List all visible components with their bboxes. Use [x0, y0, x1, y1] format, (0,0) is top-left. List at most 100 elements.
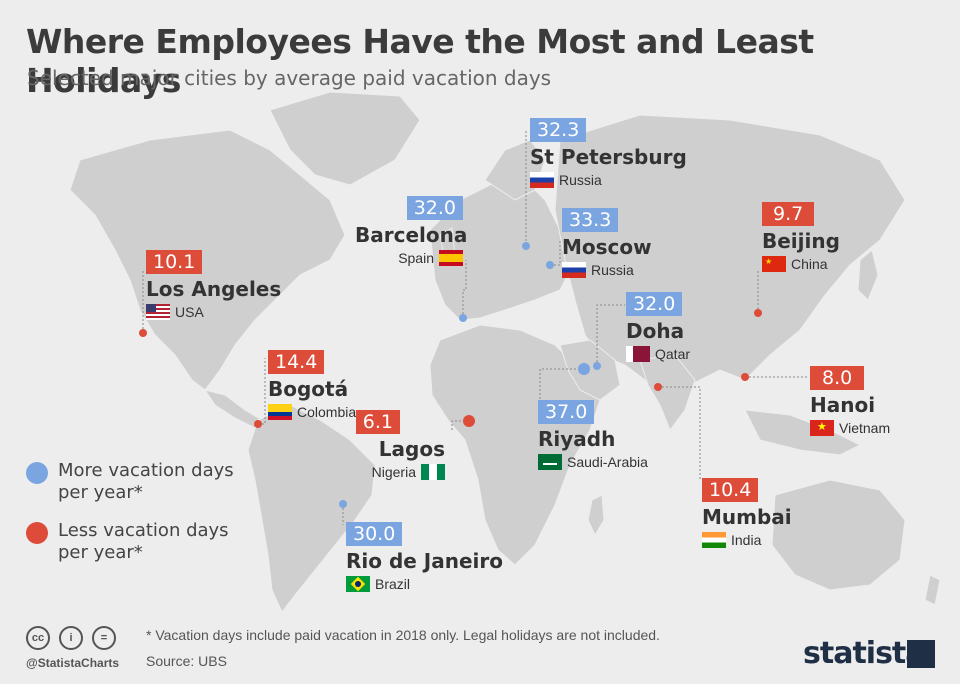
country-label: Colombia	[268, 404, 356, 420]
statista-logo: statista	[803, 636, 926, 671]
city-lagos: 6.1 Lagos Nigeria	[345, 410, 445, 480]
leader-barcelona	[462, 260, 467, 318]
value-badge: 14.4	[268, 350, 325, 374]
city-name: Barcelona	[355, 223, 468, 247]
social-handle: @StatistaCharts	[26, 656, 120, 670]
marker-lagos	[463, 415, 475, 427]
brazil-flag-icon	[346, 576, 370, 592]
value-badge: 32.0	[406, 196, 463, 220]
spain-flag-icon	[439, 250, 463, 266]
marker-st-petersburg	[522, 242, 530, 250]
india	[639, 354, 696, 432]
country-label: India	[702, 532, 792, 548]
new-zealand	[924, 574, 941, 606]
city-name: Hanoi	[810, 393, 876, 417]
country-label: Qatar	[626, 346, 690, 362]
city-los-angeles: 10.1 Los Angeles USA	[146, 250, 281, 320]
russia-flag-icon	[530, 172, 554, 188]
city-rio-de-janeiro: 30.0 Rio de Janeiro Brazil	[346, 522, 503, 592]
marker-beijing	[754, 309, 762, 317]
value-badge: 33.3	[562, 208, 619, 232]
country-label: ★ China	[762, 256, 840, 272]
no-derivatives-icon: =	[92, 626, 116, 650]
leader-moscow	[550, 240, 561, 266]
russia-flag-icon	[562, 262, 586, 278]
city-name: Beijing	[762, 229, 840, 253]
city-bogota: 14.4 Bogotá Colombia	[268, 350, 356, 420]
marker-moscow	[546, 261, 554, 269]
vietnam-flag-icon: ★	[810, 420, 834, 436]
value-badge: 6.1	[355, 410, 400, 434]
city-name: Mumbai	[702, 505, 792, 529]
saudi-flag-icon	[538, 454, 562, 470]
marker-doha	[593, 362, 601, 370]
legend-label: Less vacation days per year*	[58, 520, 229, 563]
country-label: Russia	[562, 262, 652, 278]
source: Source: UBS	[146, 653, 227, 669]
legend-dot-blue	[26, 462, 48, 484]
greenland	[269, 91, 421, 186]
country-label: USA	[146, 304, 281, 320]
leader-bogota	[258, 358, 266, 425]
marker-rio	[339, 500, 347, 508]
page-subtitle: Selected major cities by average paid va…	[27, 66, 552, 90]
country-label: Nigeria	[345, 464, 445, 480]
central-america	[203, 389, 263, 429]
marker-riyadh	[578, 363, 590, 375]
country-label: Russia	[530, 172, 687, 188]
africa	[429, 324, 601, 566]
city-name: Moscow	[562, 235, 652, 259]
value-badge: 10.4	[702, 478, 759, 502]
marker-los-angeles	[139, 329, 147, 337]
marker-bogota	[254, 420, 262, 428]
leader-mumbai	[658, 386, 701, 480]
country-label: Brazil	[346, 576, 503, 592]
country-label: Spain	[355, 250, 463, 266]
colombia-flag-icon	[268, 404, 292, 420]
china-flag-icon: ★	[762, 256, 786, 272]
city-name: Los Angeles	[146, 277, 282, 301]
marker-mumbai	[654, 383, 662, 391]
value-badge: 30.0	[346, 522, 403, 546]
country-label: ★ Vietnam	[810, 420, 890, 436]
value-badge: 8.0	[810, 366, 865, 390]
value-badge: 37.0	[538, 400, 595, 424]
nigeria-flag-icon	[421, 464, 445, 480]
qatar-flag-icon	[626, 346, 650, 362]
cc-license-icon: cc	[26, 626, 50, 650]
leader-riyadh	[539, 368, 584, 410]
madagascar	[587, 494, 605, 537]
city-beijing: 9.7 Beijing ★ China	[762, 202, 840, 272]
country-label: Saudi-Arabia	[538, 454, 648, 470]
city-name: Bogotá	[268, 377, 349, 401]
marker-hanoi	[741, 373, 749, 381]
value-badge: 32.3	[530, 118, 587, 142]
city-name: Doha	[626, 319, 685, 343]
legend-label: More vacation days per year*	[58, 460, 234, 503]
city-name: St Petersburg	[530, 145, 687, 169]
city-riyadh: 37.0 Riyadh Saudi-Arabia	[538, 400, 648, 470]
arabia	[559, 339, 621, 401]
value-badge: 32.0	[626, 292, 683, 316]
city-name: Lagos	[378, 437, 445, 461]
city-doha: 32.0 Doha Qatar	[626, 292, 690, 362]
southeast-asia	[744, 409, 862, 456]
japan	[857, 249, 879, 301]
city-name: Rio de Janeiro	[346, 549, 504, 573]
footnote: * Vacation days include paid vacation in…	[146, 627, 660, 643]
page-title: Where Employees Have the Most and Least …	[26, 22, 814, 100]
city-mumbai: 10.4 Mumbai India	[702, 478, 792, 548]
city-barcelona: 32.0 Barcelona Spain	[355, 196, 468, 266]
value-badge: 10.1	[146, 250, 203, 274]
leader-doha	[596, 304, 625, 366]
city-hanoi: 8.0 Hanoi ★ Vietnam	[810, 366, 890, 436]
south-america	[247, 404, 376, 613]
city-st-petersburg: 32.3 St Petersburg Russia	[530, 118, 687, 188]
marker-barcelona	[459, 314, 467, 322]
value-badge: 9.7	[762, 202, 815, 226]
city-name: Riyadh	[538, 427, 616, 451]
north-america	[69, 129, 346, 391]
attribution-icon: i	[59, 626, 83, 650]
india-flag-icon	[702, 532, 726, 548]
